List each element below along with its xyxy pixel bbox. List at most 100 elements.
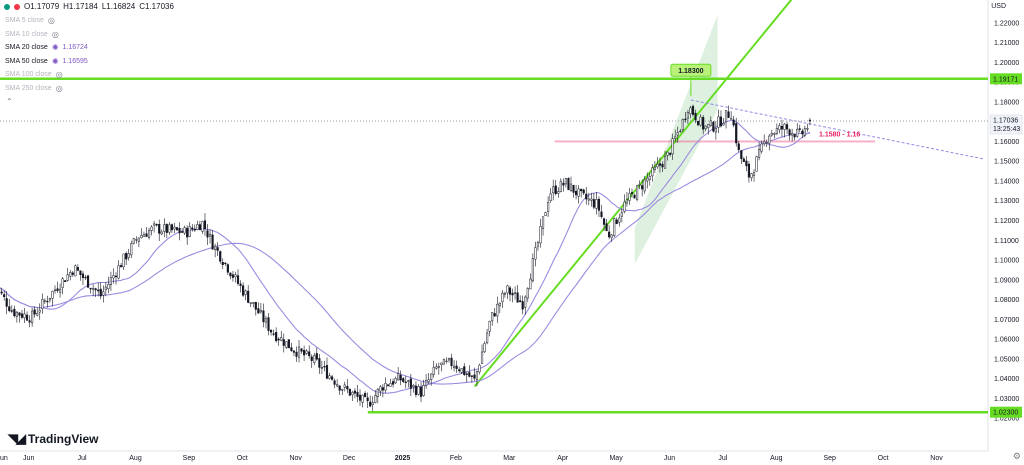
y-tick-label: 1.09000 <box>994 277 1019 284</box>
candle-body <box>69 272 72 277</box>
y-tick-label: 1.03000 <box>994 396 1019 403</box>
candle-body <box>564 178 567 185</box>
candle-body <box>488 321 491 332</box>
candle-body <box>381 387 384 391</box>
eye-hidden-icon[interactable]: ◎ <box>47 16 55 25</box>
candle-body <box>112 275 115 279</box>
candle-body <box>290 347 293 352</box>
candle-body <box>145 233 148 237</box>
candle-body <box>610 234 613 238</box>
candle-body <box>188 226 191 237</box>
candle-body <box>175 227 179 231</box>
candle-body <box>208 233 212 237</box>
legend-sma20[interactable]: SMA 20 close ✺ 1.16724 <box>5 41 88 55</box>
candle-body <box>671 138 674 155</box>
candle-body <box>275 332 278 342</box>
candle-body <box>697 120 700 126</box>
candle-body <box>628 193 631 201</box>
symbol-status-dot[interactable] <box>4 3 10 10</box>
candle-body <box>468 372 471 377</box>
settings-dot-icon[interactable]: ✺ <box>51 56 59 66</box>
candle-body <box>727 111 730 118</box>
candle-body <box>455 365 458 369</box>
candle-body <box>770 132 773 136</box>
legend-label: SMA 100 close <box>5 71 52 78</box>
candle-body <box>414 385 418 395</box>
candle-body <box>86 275 90 288</box>
currency-label[interactable]: USD <box>991 3 1006 10</box>
candle-body <box>445 360 448 363</box>
candle-body <box>745 160 748 167</box>
candle-body <box>117 265 120 279</box>
alert-dot[interactable] <box>14 3 20 10</box>
candle-body <box>519 300 522 303</box>
candle-body <box>501 292 504 303</box>
y-tick-label: 1.08000 <box>994 297 1019 304</box>
candle-body <box>669 152 672 155</box>
eye-hidden-icon[interactable]: ◎ <box>51 29 59 39</box>
candle-body <box>351 392 354 395</box>
candle-body <box>808 119 812 122</box>
candle-body <box>600 211 603 218</box>
candle-body <box>458 369 461 372</box>
candle-body <box>165 224 168 233</box>
eye-hidden-icon[interactable]: ◎ <box>55 83 63 93</box>
candle-body <box>308 351 311 357</box>
candle-body <box>773 133 776 135</box>
candle-body <box>244 290 247 295</box>
candle-body <box>760 143 763 152</box>
legend-sma50[interactable]: SMA 50 close ✺ 1.16595 <box>5 55 88 69</box>
chevron-up-icon[interactable]: ⌃ <box>6 97 13 106</box>
candle-body <box>325 365 329 379</box>
candle-body <box>463 366 466 375</box>
candle-body <box>76 267 79 271</box>
legend-sma5[interactable]: SMA 5 close ◎ <box>5 14 88 28</box>
candle-body <box>97 289 100 292</box>
candle-body <box>374 395 377 403</box>
x-tick-label: Sep <box>823 455 836 462</box>
candle-body <box>435 366 438 369</box>
candle-body <box>315 353 318 360</box>
settings-dot-icon[interactable]: ✺ <box>51 43 59 52</box>
gear-icon[interactable]: ⚙ <box>1012 451 1021 461</box>
candle-body <box>796 128 799 137</box>
candle-body <box>483 343 486 353</box>
downtrend-dashed-line <box>690 99 986 160</box>
y-tick-label: 1.10000 <box>994 258 1019 265</box>
eye-hidden-icon[interactable]: ◎ <box>55 70 63 79</box>
candle-body <box>722 123 725 126</box>
candle-body <box>160 231 163 235</box>
candle-body <box>684 118 687 121</box>
candle-body <box>262 310 265 323</box>
legend-sma100[interactable]: SMA 100 close ◎ <box>5 68 88 82</box>
candle-body <box>137 237 140 242</box>
candle-body <box>66 274 69 281</box>
candle-body <box>803 128 806 136</box>
candle-body <box>580 188 583 192</box>
candle-body <box>686 112 689 119</box>
candle-body <box>788 129 791 136</box>
y-tick-label: 1.02000 <box>994 416 1019 423</box>
candle-body <box>562 182 565 186</box>
candle-body <box>763 141 766 145</box>
candle-body <box>229 272 232 277</box>
candle-body <box>181 231 184 233</box>
candle-body <box>153 223 156 226</box>
candle-body <box>511 292 514 296</box>
candle-body <box>33 309 36 315</box>
candle-body <box>636 185 639 200</box>
candle-body <box>569 183 573 191</box>
candle-body <box>130 243 133 256</box>
candle-body <box>178 227 181 234</box>
legend-sma250[interactable]: SMA 250 close ◎ <box>5 82 88 96</box>
tradingview-logo[interactable]: ◥◢ TradingView <box>8 431 98 447</box>
candle-body <box>661 163 664 168</box>
uptrend-line <box>473 0 793 388</box>
x-tick-label: Mar <box>503 455 516 462</box>
candle-body <box>239 283 242 286</box>
y-tick-label: 1.13000 <box>994 198 1019 205</box>
legend-sma10[interactable]: SMA 10 close ◎ <box>5 28 88 42</box>
candle-body <box>526 288 529 299</box>
candle-body <box>196 224 199 230</box>
